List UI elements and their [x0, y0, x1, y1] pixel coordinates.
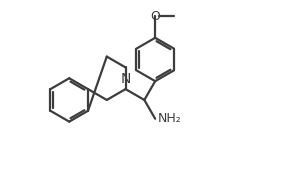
Text: NH₂: NH₂	[158, 112, 182, 125]
Text: O: O	[150, 10, 160, 23]
Text: N: N	[120, 72, 131, 86]
